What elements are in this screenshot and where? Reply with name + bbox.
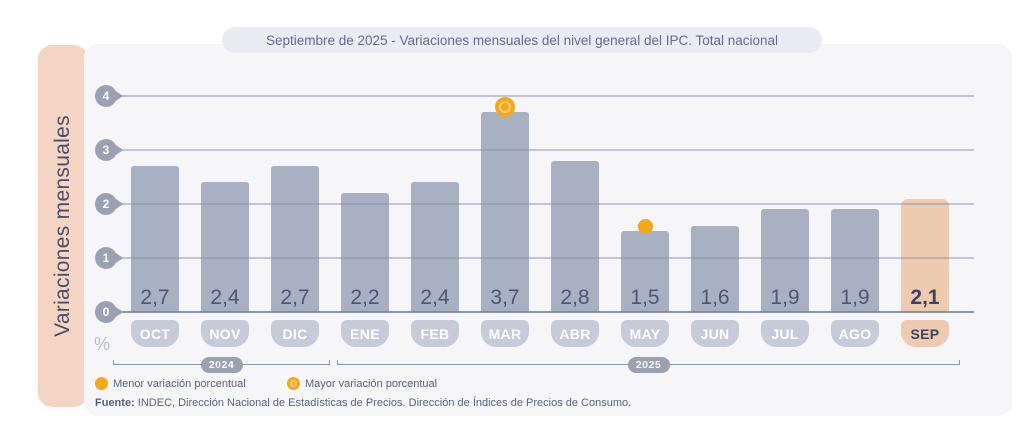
gridline-0 [118,311,974,314]
legend-label: Menor variación porcentual [113,377,246,390]
x-label-oct: OCT [131,320,179,347]
bar-dic: 2,7 [271,166,319,312]
month-label: ENE [350,325,380,342]
plot-area: 0 1 2 3 4 2,7 OCT 2,4 NOV 2,7 DIC 2,2 ENE 2,4 FEB 3,7 MA… [84,44,1012,416]
month-label: JUN [700,325,730,342]
x-label-jun: JUN [691,320,739,347]
bar-mar: 3,7 [481,112,529,312]
bar-value-mar: 3,7 [490,285,520,309]
chart-card: 0 1 2 3 4 2,7 OCT 2,4 NOV 2,7 DIC 2,2 ENE 2,4 FEB 3,7 MA… [84,44,1012,416]
bar-value-abr: 2,8 [560,285,590,309]
month-label: DIC [282,325,308,342]
chart-title: Septiembre de 2025 - Variaciones mensual… [265,32,779,48]
legend-ring [290,380,297,387]
y-tick-1: 1 [95,247,117,269]
bar-value-nov: 2,4 [210,285,240,309]
x-label-dic: DIC [271,320,319,347]
legend-item-max: Mayor variación porcentual [287,377,437,390]
bar-value-jun: 1,6 [700,285,730,309]
solid-orange-dot-icon [95,377,108,390]
x-label-nov: NOV [201,320,249,347]
x-label-abr: ABR [551,320,599,347]
x-label-feb: FEB [411,320,459,347]
bar-jul: 1,9 [761,209,809,312]
bar-value-may: 1,5 [630,286,660,309]
month-label: NOV [209,325,241,342]
month-label: JUL [771,325,799,342]
year-label: 2025 [635,359,662,371]
source-prefix: Fuente: [95,397,135,409]
y-tick-label: 4 [102,89,110,103]
x-label-sep: SEP [901,320,949,347]
y-tick-label: 1 [102,251,110,265]
year-pill-2025: 2025 [627,357,670,373]
month-label: MAY [629,325,661,342]
y-tick-label: 3 [102,143,110,157]
y-tick-3: 3 [95,139,117,161]
bar-value-jul: 1,9 [770,285,800,309]
y-tick-0: 0 [95,301,117,323]
bar-oct: 2,7 [131,166,179,312]
y-tick-4: 4 [95,85,117,107]
chart-title-pill: Septiembre de 2025 - Variaciones mensual… [222,27,822,53]
bar-value-ene: 2,2 [350,285,380,309]
year-pill-2024: 2024 [200,357,243,373]
x-label-may: MAY [621,320,669,347]
bar-value-dic: 2,7 [280,285,310,309]
bar-ago: 1,9 [831,209,879,312]
bar-value-sep: 2,1 [910,285,940,309]
y-axis-title-band: Variaciones mensuales [38,45,88,407]
x-label-ago: AGO [831,320,879,347]
x-label-ene: ENE [341,320,389,347]
ringed-orange-dot-icon [287,377,300,390]
month-label: FEB [420,325,450,342]
bar-may: 1,5 [621,231,669,312]
y-axis-title: Variaciones mensuales [51,115,75,337]
month-label: AGO [838,325,872,342]
max-variation-marker [495,97,515,118]
y-tick-label: 2 [102,197,110,211]
source-text: INDEC, Dirección Nacional de Estadística… [134,397,632,409]
bar-value-oct: 2,7 [140,285,170,309]
gridline-1 [118,257,974,259]
month-label: MAR [488,325,522,342]
bar-abr: 2,8 [551,160,599,312]
month-label: ABR [559,325,591,342]
year-bracket-2024: 2024 [113,357,330,373]
bar-value-feb: 2,4 [420,285,450,309]
legend-item-min: Menor variación porcentual [95,377,287,390]
month-label: SEP [910,325,940,342]
marker-inner-ring [499,101,511,114]
source-note: Fuente: INDEC, Dirección Nacional de Est… [95,397,631,409]
month-label: OCT [139,325,171,342]
x-label-mar: MAR [481,320,529,347]
bar-jun: 1,6 [691,225,739,312]
year-bracket-2025: 2025 [337,357,960,373]
gridline-2 [118,203,974,205]
bar-feb: 2,4 [411,182,459,312]
year-label: 2024 [208,359,235,371]
legend: Menor variación porcentual Mayor variació… [95,377,437,390]
legend-label: Mayor variación porcentual [305,377,438,390]
min-variation-marker [637,219,653,234]
bar-sep: 2,1 [901,198,949,312]
bar-ene: 2,2 [341,193,389,312]
y-tick-label: 0 [102,305,110,319]
bar-nov: 2,4 [201,182,249,312]
gridline-4 [118,95,974,97]
percent-symbol: % [94,334,111,354]
bar-value-ago: 1,9 [840,285,870,309]
gridline-3 [118,149,974,151]
x-label-jul: JUL [761,320,809,347]
y-tick-2: 2 [95,193,117,215]
